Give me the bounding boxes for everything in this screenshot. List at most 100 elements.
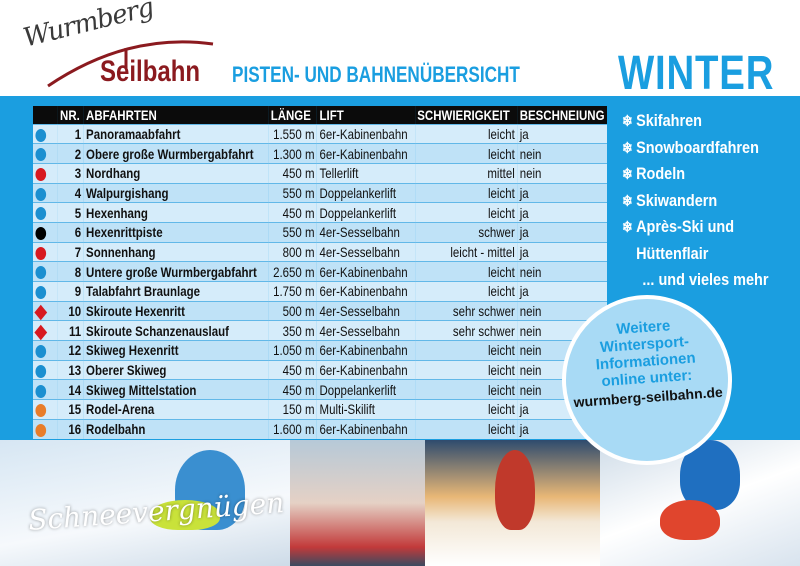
row-length: 450 m [268, 202, 318, 223]
difficulty-circle-icon [35, 364, 47, 378]
row-nr: 12 [57, 340, 84, 361]
table-row: 9 Talabfahrt Braunlage 1.750 m 6er-Kabin… [33, 281, 607, 302]
activity-label: Snowboardfahren [636, 137, 759, 157]
marker-cell [33, 123, 58, 144]
row-snow: ja [517, 182, 607, 203]
row-difficulty: leicht [414, 399, 518, 420]
row-lift: 6er-Kabinenbahn [317, 261, 415, 282]
row-length: 350 m [268, 320, 318, 341]
marker-cell [33, 399, 58, 420]
row-nr: 3 [57, 162, 84, 184]
activity-item: ❄ Snowboardfahren [622, 135, 768, 162]
row-snow: nein [517, 261, 607, 282]
row-lift: 6er-Kabinenbahn [317, 143, 415, 164]
col-lift: LIFT [317, 106, 415, 124]
row-length: 800 m [268, 241, 318, 262]
difficulty-circle-icon [35, 424, 47, 438]
col-name: ABFAHRTEN [83, 106, 269, 124]
row-difficulty: leicht [414, 202, 518, 223]
difficulty-circle-icon [35, 148, 47, 162]
photo-strip [0, 440, 800, 566]
row-name: Untere große Wurmbergabfahrt [83, 261, 269, 282]
photo-family-sled [290, 440, 425, 566]
snowflake-icon: ❄ [622, 113, 633, 130]
col-length: LÄNGE [268, 106, 318, 124]
row-snow: ja [517, 221, 607, 243]
snowflake-icon: ❄ [622, 192, 633, 210]
activity-label: Après-Ski und [636, 217, 735, 236]
row-name: Panoramaabfahrt [83, 123, 269, 144]
row-length: 550 m [268, 182, 318, 203]
skier-pants [150, 500, 220, 530]
row-snow: ja [517, 241, 607, 262]
row-nr: 7 [57, 241, 84, 262]
table-row: 1 Panoramaabfahrt 1.550 m 6er-Kabinenbah… [33, 123, 607, 144]
row-nr: 8 [57, 261, 84, 282]
col-snow: BESCHNEIUNG [517, 106, 607, 124]
activity-more: ... und vieles mehr [642, 270, 769, 289]
row-snow: ja [517, 123, 607, 144]
row-lift: 6er-Kabinenbahn [317, 359, 415, 380]
activity-item: ❄ Skifahren [622, 108, 768, 135]
row-difficulty: leicht [414, 182, 518, 203]
row-lift: 6er-Kabinenbahn [317, 340, 415, 361]
marker-cell [33, 202, 58, 223]
activity-item: ❄ Rodeln [622, 161, 768, 188]
logo-seilbahn: Seilbahn [100, 55, 201, 88]
difficulty-circle-icon [35, 207, 47, 221]
activity-label: Skiwandern [636, 190, 718, 210]
header: Wurmberg Seilbahn PISTEN- UND BAHNENÜBER… [0, 0, 800, 100]
row-lift: Multi-Skilift [317, 399, 415, 420]
row-lift: 4er-Sesselbahn [317, 221, 415, 243]
row-name: Obere große Wurmbergabfahrt [83, 143, 269, 164]
table-row: 5 Hexenhang 450 m Doppelankerlift leicht… [33, 202, 607, 223]
difficulty-circle-icon [35, 168, 47, 182]
snowflake-icon: ❄ [622, 166, 633, 183]
marker-cell [33, 418, 58, 439]
slopes-table-wrapper: NR. ABFAHRTEN LÄNGE LIFT SCHWIERIGKEIT B… [33, 106, 607, 439]
row-nr: 4 [57, 182, 84, 203]
row-nr: 15 [57, 399, 84, 420]
marker-cell [33, 261, 58, 282]
table-row: 14 Skiweg Mittelstation 450 m Doppelanke… [33, 379, 607, 400]
row-name: Sonnenhang [83, 241, 269, 262]
snowboarder-pants [660, 500, 720, 540]
difficulty-circle-icon [35, 187, 47, 201]
row-difficulty: sehr schwer [414, 300, 518, 321]
row-nr: 11 [57, 320, 84, 341]
row-snow: ja [517, 202, 607, 223]
page-title: WINTER [618, 47, 775, 100]
row-name: Oberer Skiweg [83, 359, 269, 380]
marker-cell [33, 320, 58, 341]
row-length: 1.550 m [268, 123, 318, 144]
table-row: 10 Skiroute Hexenritt 500 m 4er-Sesselba… [33, 300, 607, 321]
marker-cell [33, 379, 58, 400]
row-name: Rodelbahn [83, 418, 269, 439]
marker-cell [33, 182, 58, 203]
row-lift: 6er-Kabinenbahn [317, 418, 415, 439]
row-length: 450 m [268, 359, 318, 380]
row-length: 2.650 m [268, 261, 318, 282]
marker-cell [33, 221, 58, 243]
row-length: 1.750 m [268, 281, 318, 302]
difficulty-circle-icon [35, 384, 47, 398]
row-difficulty: sehr schwer [414, 320, 518, 341]
row-name: Hexenrittpiste [83, 221, 269, 243]
difficulty-diamond-icon [34, 324, 48, 340]
table-row: 16 Rodelbahn 1.600 m 6er-Kabinenbahn lei… [33, 418, 607, 439]
row-length: 550 m [268, 221, 318, 243]
row-length: 150 m [268, 399, 318, 420]
row-difficulty: schwer [414, 221, 518, 243]
difficulty-circle-icon [35, 286, 47, 300]
row-nr: 9 [57, 281, 84, 302]
row-difficulty: leicht [414, 143, 518, 164]
difficulty-circle-icon [35, 227, 47, 241]
row-snow: nein [517, 300, 607, 321]
row-length: 1.300 m [268, 143, 318, 164]
row-snow: ja [517, 281, 607, 302]
row-nr: 2 [57, 143, 84, 164]
row-difficulty: leicht - mittel [414, 241, 518, 262]
table-row: 11 Skiroute Schanzenauslauf 350 m 4er-Se… [33, 320, 607, 341]
difficulty-circle-icon [35, 404, 47, 418]
row-difficulty: leicht [414, 418, 518, 439]
